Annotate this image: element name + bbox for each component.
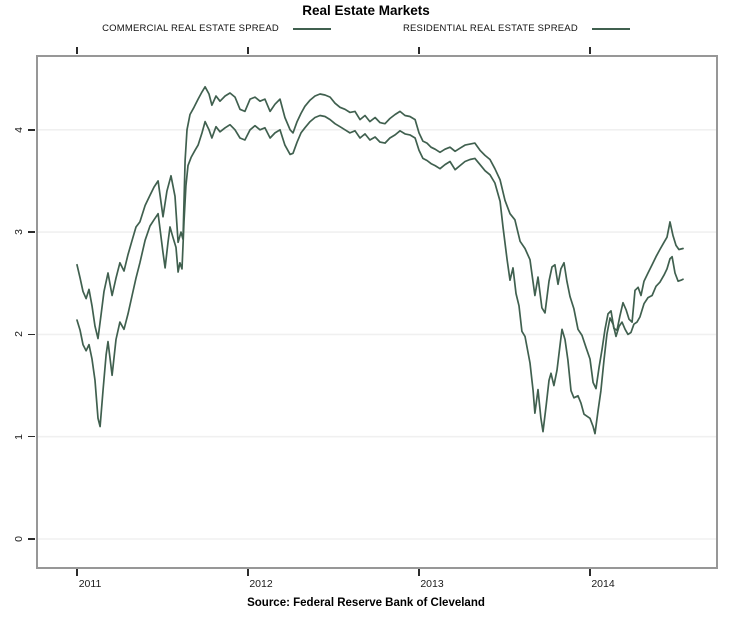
y-tick-label: 3 xyxy=(13,229,25,236)
legend: COMMERCIAL REAL ESTATE SPREAD RESIDENTIA… xyxy=(0,23,732,34)
series-line-commercial xyxy=(76,85,684,390)
x-tick-label: 2014 xyxy=(591,578,615,590)
x-axis-tick-bottom xyxy=(418,569,420,576)
y-axis-tick xyxy=(28,538,35,540)
source-caption: Source: Federal Reserve Bank of Clevelan… xyxy=(247,597,485,609)
legend-item-commercial: COMMERCIAL REAL ESTATE SPREAD xyxy=(102,23,331,34)
y-axis-tick xyxy=(28,231,35,233)
chart-title: Real Estate Markets xyxy=(302,3,430,18)
plot-area xyxy=(36,55,718,569)
y-axis-tick xyxy=(28,129,35,131)
y-tick-label: 1 xyxy=(13,433,25,440)
x-tick-label: 2012 xyxy=(249,578,273,590)
x-axis-tick-top xyxy=(247,47,249,54)
y-axis-tick xyxy=(28,333,35,336)
legend-item-residential: RESIDENTIAL REAL ESTATE SPREAD xyxy=(403,23,630,34)
plot-svg xyxy=(38,85,716,540)
x-tick-label: 2013 xyxy=(420,578,444,590)
legend-label-commercial: COMMERCIAL REAL ESTATE SPREAD xyxy=(102,23,279,34)
x-axis-tick-top xyxy=(418,47,420,54)
x-axis-tick-top xyxy=(589,47,591,54)
commercial-line-swatch-icon xyxy=(292,27,331,30)
x-axis-tick-bottom xyxy=(589,569,591,576)
residential-line-swatch-icon xyxy=(591,27,630,30)
y-tick-label: 4 xyxy=(13,126,25,133)
y-tick-label: 2 xyxy=(13,331,25,338)
x-tick-label: 2011 xyxy=(78,578,102,590)
y-tick-label: 0 xyxy=(13,536,25,542)
legend-label-residential: RESIDENTIAL REAL ESTATE SPREAD xyxy=(402,23,578,34)
x-axis-tick-top xyxy=(76,47,78,54)
x-axis-tick-bottom xyxy=(76,569,78,576)
series-line-residential xyxy=(76,114,684,435)
y-axis-tick xyxy=(28,435,35,438)
x-axis-tick-bottom xyxy=(247,569,249,576)
